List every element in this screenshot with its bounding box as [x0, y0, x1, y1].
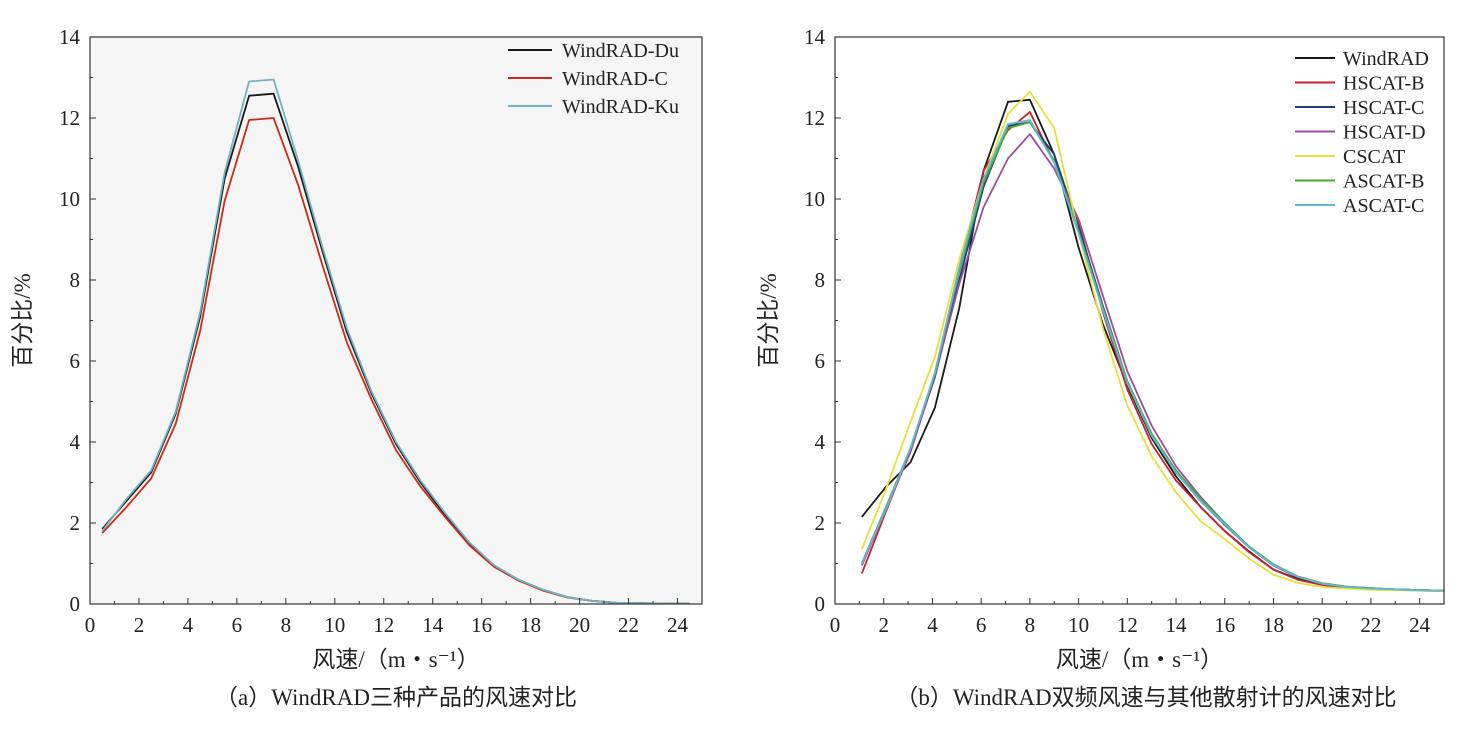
chart-b-legend-entry: ASCAT-C — [1343, 195, 1425, 217]
chart-b-legend-entry: HSCAT-D — [1343, 122, 1426, 144]
chart-a-y-tick-label: 14 — [59, 25, 81, 49]
chart-a-y-tick-label: 8 — [70, 268, 81, 292]
chart-b-y-tick-label: 14 — [804, 25, 826, 49]
chart-b-x-tick-label: 0 — [830, 613, 841, 637]
chart-b-legend-entry: HSCAT-C — [1343, 97, 1425, 119]
chart-a-y-tick-label: 10 — [59, 187, 80, 211]
chart-a-x-tick-label: 22 — [618, 613, 639, 637]
chart-a-x-tick-label: 16 — [471, 613, 492, 637]
chart-a-plot-area — [90, 37, 702, 604]
chart-a-x-tick-label: 10 — [324, 613, 345, 637]
chart-b-x-tick-label: 22 — [1360, 613, 1381, 637]
chart-a-series-windrad-ku — [101, 78, 690, 605]
chart-a-y-tick-label: 12 — [59, 106, 80, 130]
chart-a-x-tick-label: 2 — [134, 613, 145, 637]
chart-b-x-tick-label: 14 — [1166, 613, 1188, 637]
chart-b-legend-entry: ASCAT-B — [1343, 171, 1425, 193]
chart-b-legend-entry: HSCAT-B — [1343, 73, 1425, 95]
chart-b-x-tick-label: 10 — [1068, 613, 1089, 637]
chart-b-x-tick-label: 6 — [976, 613, 987, 637]
chart-b-x-tick-label: 12 — [1117, 613, 1138, 637]
chart-a-x-tick-label: 12 — [373, 613, 394, 637]
chart-b-legend-entry: CSCAT — [1343, 146, 1405, 168]
chart-a-caption: （a）WindRAD三种产品的风速对比 — [215, 685, 577, 710]
chart-b-x-tick-label: 20 — [1312, 613, 1333, 637]
chart-a-legend-entry: WindRAD-C — [562, 68, 668, 90]
chart-b-plot-area — [835, 37, 1444, 604]
chart-b-y-tick-label: 6 — [815, 349, 826, 373]
chart-b-y-tick-label: 0 — [815, 592, 826, 616]
chart-a-x-tick-label: 6 — [232, 613, 243, 637]
chart-b-x-tick-label: 4 — [927, 613, 938, 637]
chart-b: 0 2 4 6 8 10 12 14 16 18 20 22 2402468101214风速/（m・s⁻… — [756, 25, 1445, 710]
chart-b-x-tick-label: 2 — [878, 613, 889, 637]
chart-b-y-axis-label: 百分比/% — [756, 273, 781, 368]
chart-a-legend-entry: WindRAD-Du — [562, 40, 679, 62]
chart-b-x-tick-label: 8 — [1025, 613, 1036, 637]
chart-b-caption: （b）WindRAD双频风速与其他散射计的风速对比 — [895, 685, 1396, 710]
chart-a-y-tick-label: 2 — [70, 511, 81, 535]
chart-b-x-axis-label: 风速/（m・s⁻¹） — [1056, 647, 1223, 672]
chart-a-x-tick-label: 8 — [281, 613, 292, 637]
chart-b-series-ascat-c — [860, 119, 1445, 592]
chart-a: 0 2 4 6 8 10 12 14 16 18 20 22 2402468101214风速/（m・s⁻… — [10, 25, 703, 710]
chart-b-y-tick-label: 8 — [815, 268, 826, 292]
chart-b-x-tick-label: 16 — [1214, 613, 1235, 637]
chart-a-x-tick-label: 24 — [667, 613, 689, 637]
chart-b-legend-entry: WindRAD — [1343, 48, 1429, 70]
chart-a-legend-entry: WindRAD-Ku — [562, 96, 679, 118]
chart-b-series-cscat — [860, 90, 1445, 592]
chart-a-y-tick-label: 0 — [70, 592, 81, 616]
chart-a-y-tick-label: 6 — [70, 349, 81, 373]
chart-a-x-tick-label: 4 — [183, 613, 194, 637]
chart-b-y-tick-label: 12 — [804, 106, 825, 130]
chart-b-y-tick-label: 10 — [804, 187, 825, 211]
chart-b-x-tick-label: 24 — [1409, 613, 1431, 637]
chart-b-y-tick-label: 2 — [815, 511, 826, 535]
chart-a-x-tick-label: 20 — [569, 613, 590, 637]
chart-a-x-tick-label: 18 — [520, 613, 541, 637]
chart-b-x-tick-label: 18 — [1263, 613, 1284, 637]
chart-a-x-axis-label: 风速/（m・s⁻¹） — [312, 647, 479, 672]
chart-a-y-tick-label: 4 — [70, 430, 81, 454]
chart-a-x-tick-label: 14 — [422, 613, 444, 637]
chart-a-legend: WindRAD-Du WindRAD-C WindRAD-Ku — [508, 40, 679, 118]
chart-a-x-tick-label: 0 — [85, 613, 96, 637]
chart-b-y-tick-label: 4 — [815, 430, 826, 454]
chart-a-y-axis-label: 百分比/% — [10, 273, 35, 368]
